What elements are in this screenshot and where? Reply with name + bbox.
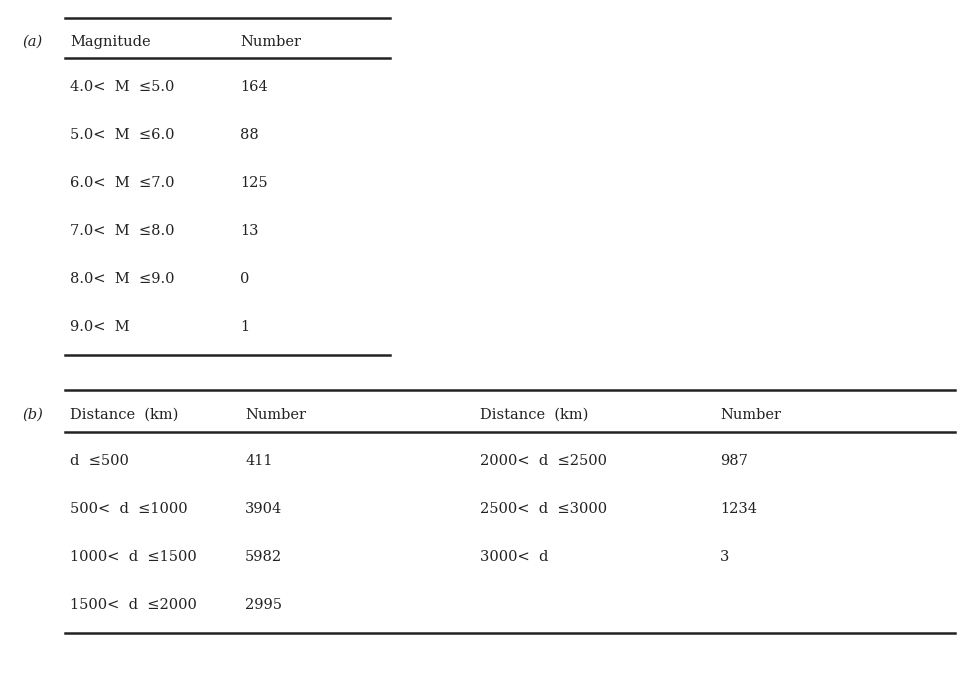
Text: 9.0<  M: 9.0< M	[70, 320, 129, 334]
Text: 1: 1	[240, 320, 249, 334]
Text: 500<  d  ≤1000: 500< d ≤1000	[70, 502, 188, 516]
Text: 6.0<  M  ≤7.0: 6.0< M ≤7.0	[70, 176, 174, 190]
Text: 0: 0	[240, 272, 249, 286]
Text: 7.0<  M  ≤8.0: 7.0< M ≤8.0	[70, 224, 174, 238]
Text: 88: 88	[240, 128, 259, 142]
Text: 5.0<  M  ≤6.0: 5.0< M ≤6.0	[70, 128, 174, 142]
Text: d  ≤500: d ≤500	[70, 454, 128, 468]
Text: Number: Number	[240, 35, 301, 49]
Text: 3: 3	[720, 550, 730, 564]
Text: 3000<  d: 3000< d	[480, 550, 549, 564]
Text: 2995: 2995	[245, 598, 282, 612]
Text: 4.0<  M  ≤5.0: 4.0< M ≤5.0	[70, 80, 174, 94]
Text: 411: 411	[245, 454, 272, 468]
Text: (b): (b)	[22, 408, 43, 422]
Text: 13: 13	[240, 224, 259, 238]
Text: Number: Number	[720, 408, 781, 422]
Text: (a): (a)	[22, 35, 42, 49]
Text: 2500<  d  ≤3000: 2500< d ≤3000	[480, 502, 607, 516]
Text: Number: Number	[245, 408, 306, 422]
Text: 987: 987	[720, 454, 748, 468]
Text: 1234: 1234	[720, 502, 757, 516]
Text: Distance  (km): Distance (km)	[70, 408, 178, 422]
Text: 1500<  d  ≤2000: 1500< d ≤2000	[70, 598, 197, 612]
Text: Magnitude: Magnitude	[70, 35, 151, 49]
Text: 3904: 3904	[245, 502, 282, 516]
Text: 8.0<  M  ≤9.0: 8.0< M ≤9.0	[70, 272, 174, 286]
Text: Distance  (km): Distance (km)	[480, 408, 589, 422]
Text: 1000<  d  ≤1500: 1000< d ≤1500	[70, 550, 197, 564]
Text: 5982: 5982	[245, 550, 282, 564]
Text: 125: 125	[240, 176, 268, 190]
Text: 2000<  d  ≤2500: 2000< d ≤2500	[480, 454, 607, 468]
Text: 164: 164	[240, 80, 268, 94]
